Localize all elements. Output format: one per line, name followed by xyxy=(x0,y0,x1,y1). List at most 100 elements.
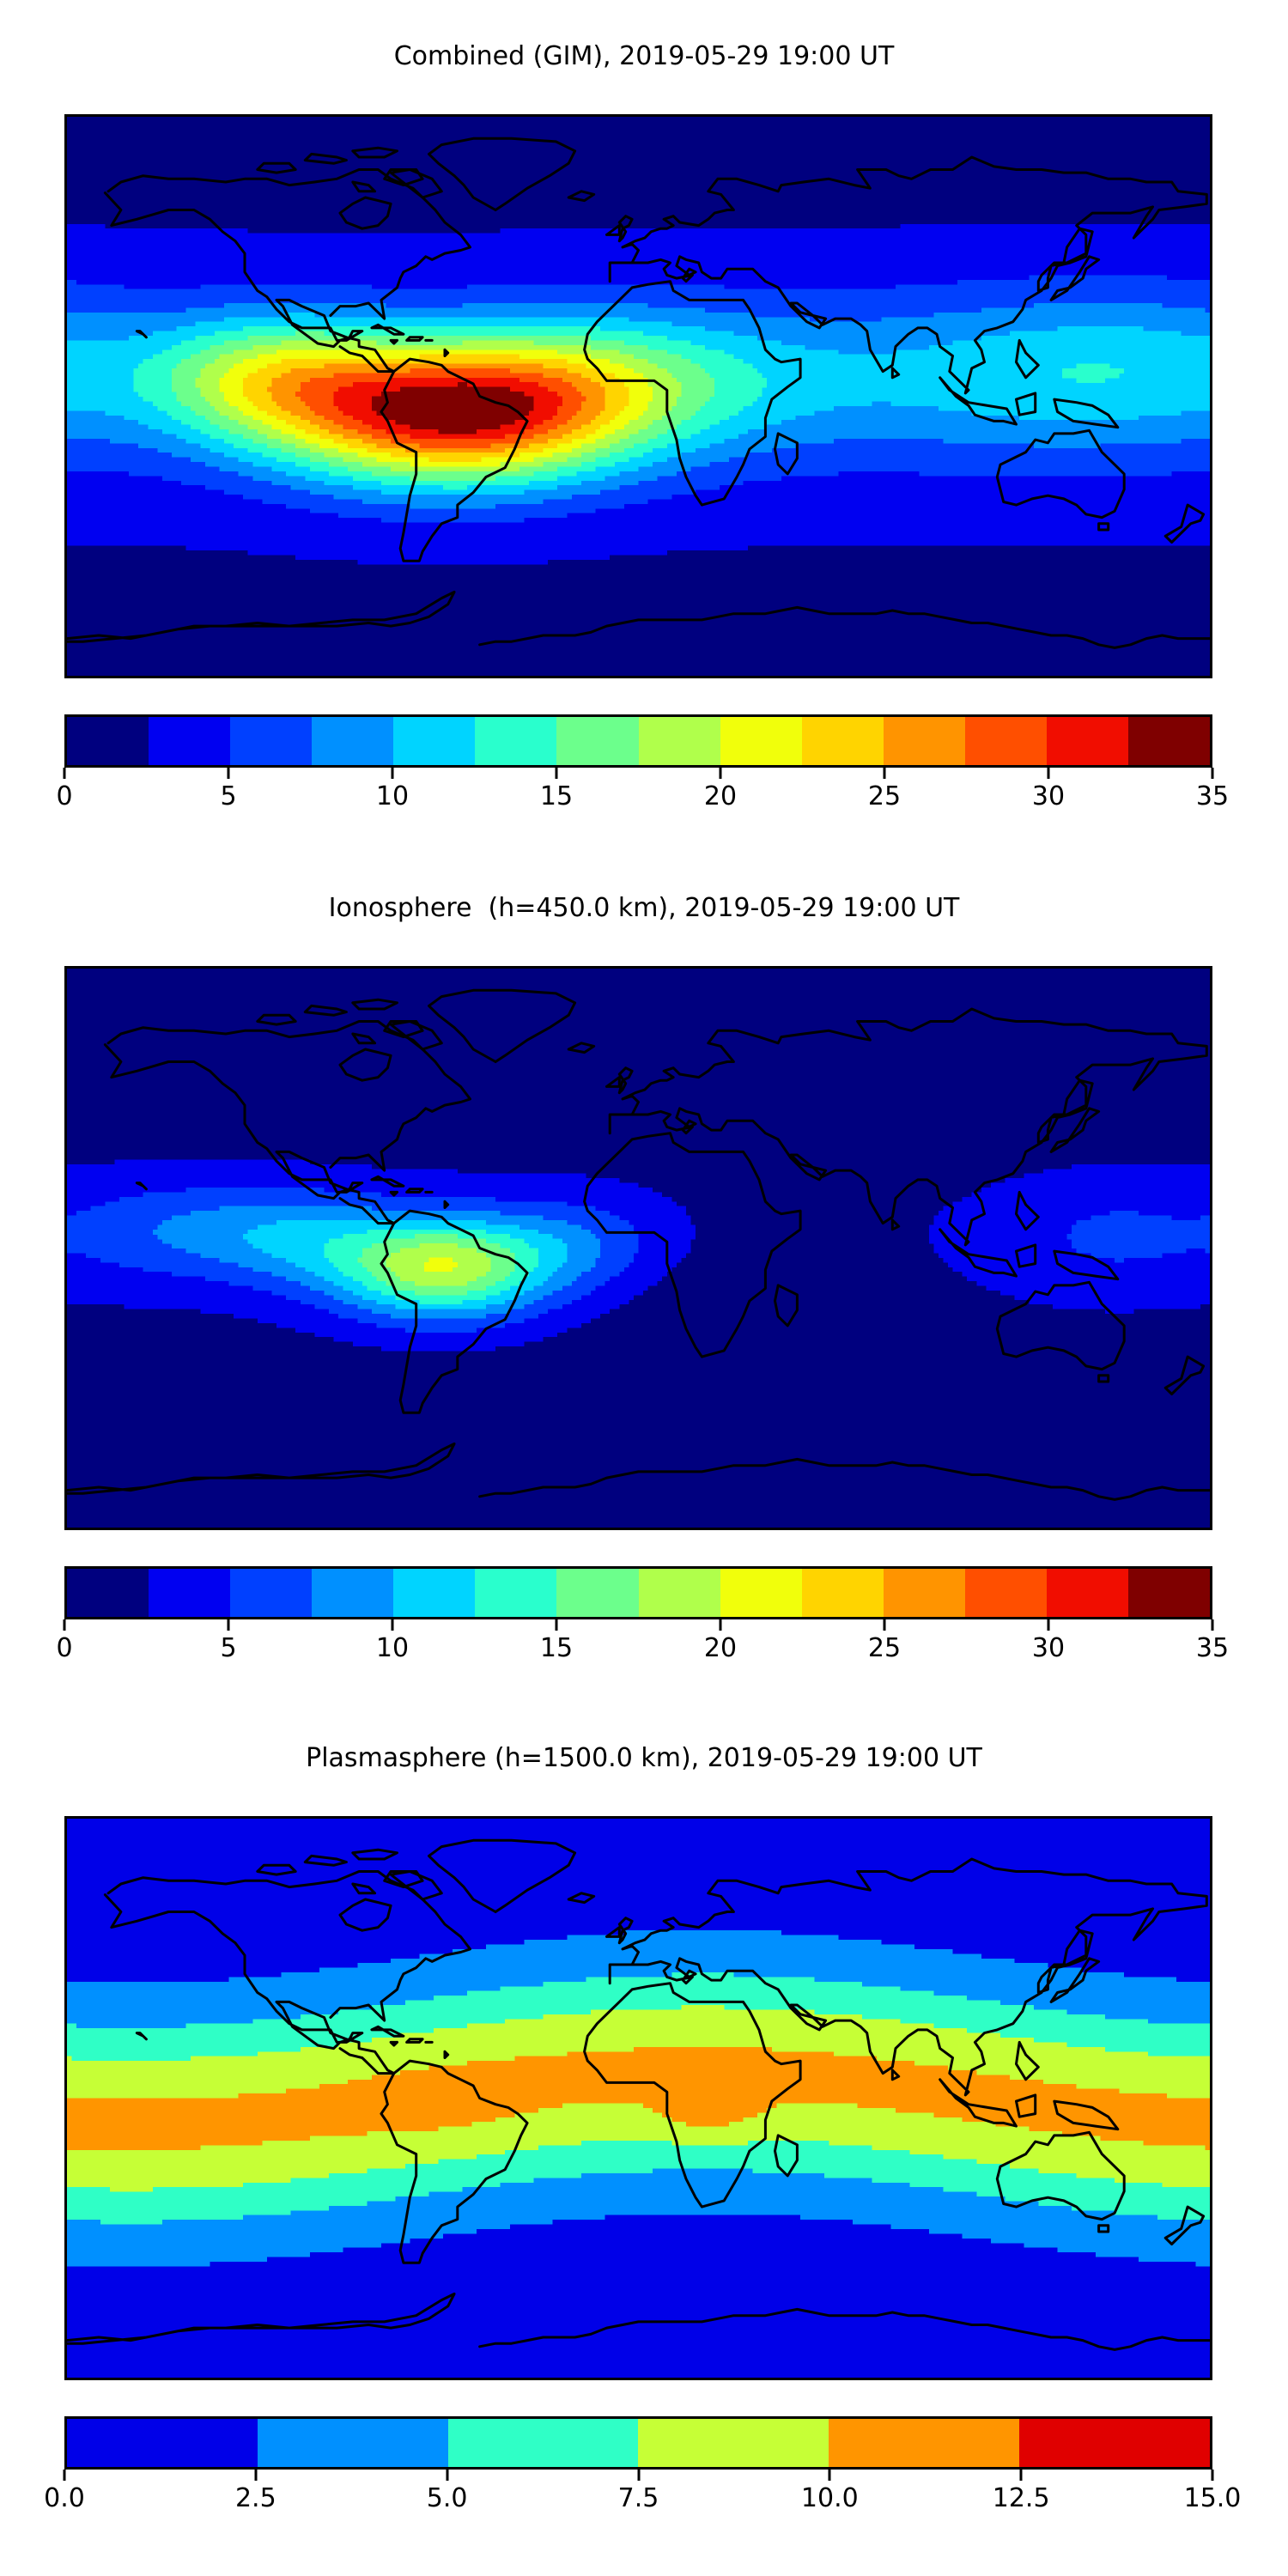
colorbar-tick-label: 30 xyxy=(1031,1633,1066,1663)
colorbar-segment xyxy=(883,717,965,765)
colorbar-tick-label: 35 xyxy=(1195,1633,1230,1663)
colorbar-tick-label: 5 xyxy=(220,1633,237,1663)
map-axes-ionosphere[interactable] xyxy=(64,966,1212,1530)
colorbar-tick-mark xyxy=(883,1619,886,1631)
colorbar-tick-mark xyxy=(828,2470,831,2481)
contour-band xyxy=(423,1257,458,1273)
colorbar-segment xyxy=(883,1569,965,1617)
map-axes-plasmasphere[interactable] xyxy=(64,1816,1212,2380)
colorbar-segment xyxy=(801,1569,884,1617)
colorbar-segment xyxy=(1128,1569,1210,1617)
colorbar-gradient-combined-gim xyxy=(64,714,1212,768)
colorbar-tick-mark xyxy=(555,1619,558,1631)
contour-map xyxy=(67,117,1210,676)
colorbar-tick-label: 20 xyxy=(703,781,738,811)
colorbar-ticks-combined-gim: 0 5 10 15 20 25 30 35 xyxy=(56,768,1229,816)
colorbar-tick-mark xyxy=(446,2470,449,2481)
colorbar-segment xyxy=(230,717,313,765)
colorbar-segment xyxy=(1019,2419,1210,2467)
colorbar-tick-label: 0 xyxy=(56,781,73,811)
colorbar-tick-label: 5 xyxy=(220,781,237,811)
colorbar-segment xyxy=(312,717,394,765)
colorbar-tick-label: 12.5 xyxy=(992,2483,1050,2513)
colorbar-segment xyxy=(149,1569,231,1617)
colorbar-segment xyxy=(447,2419,639,2467)
colorbar-tick-label: 20 xyxy=(703,1633,738,1663)
colorbar-tick-mark xyxy=(254,2470,258,2481)
colorbar-segment xyxy=(964,717,1047,765)
colorbar-tick-label: 15 xyxy=(539,781,574,811)
colorbar-tick-label: 10 xyxy=(375,781,410,811)
colorbar-tick-mark xyxy=(1211,768,1214,779)
contour-map xyxy=(67,969,1210,1528)
colorbar-ticks-plasmasphere: 0.0 2.5 5.0 7.5 10.0 12.5 15.0 xyxy=(44,2470,1241,2518)
colorbar-tick-label: 10 xyxy=(375,1633,410,1663)
colorbar-segment xyxy=(312,1569,394,1617)
colorbar-tick-label: 2.5 xyxy=(234,2483,276,2513)
colorbar-tick-label: 7.5 xyxy=(617,2483,659,2513)
colorbar-tick-mark xyxy=(63,768,66,779)
coastlines xyxy=(67,137,1210,649)
colorbar-tick-label: 30 xyxy=(1031,781,1066,811)
contour-map xyxy=(67,1819,1210,2378)
colorbar-segment xyxy=(720,1569,802,1617)
colorbar-segment xyxy=(1046,717,1129,765)
colorbar-tick-mark xyxy=(63,2470,66,2481)
colorbar-segment xyxy=(556,717,639,765)
map-axes-combined-gim[interactable] xyxy=(64,114,1212,678)
panel-ionosphere: Ionosphere (h=450.0 km), 2019-05-29 19:0… xyxy=(0,893,1288,1663)
colorbar-segment xyxy=(556,1569,639,1617)
colorbar-segment xyxy=(829,2419,1020,2467)
colorbar-ticks-ionosphere: 0 5 10 15 20 25 30 35 xyxy=(56,1619,1229,1668)
colorbar-tick-mark xyxy=(63,1619,66,1631)
colorbar-tick-mark xyxy=(227,1619,230,1631)
coastlines xyxy=(67,1838,1210,2351)
colorbar-tick-mark xyxy=(391,1619,394,1631)
colorbar-tick-mark xyxy=(555,768,558,779)
panel-combined-gim: Combined (GIM), 2019-05-29 19:00 UT 0 5 10… xyxy=(0,41,1288,811)
colorbar-tick-mark xyxy=(719,1619,722,1631)
colorbar-segment xyxy=(638,717,720,765)
colorbar-tick-mark xyxy=(1047,768,1050,779)
colorbar-segment xyxy=(720,717,802,765)
colorbar-tick-mark xyxy=(883,768,886,779)
colorbar-segment xyxy=(475,1569,557,1617)
colorbar-tick-label: 25 xyxy=(867,781,902,811)
panel-title-ionosphere: Ionosphere (h=450.0 km), 2019-05-29 19:0… xyxy=(328,893,960,923)
colorbar-segment xyxy=(67,1569,149,1617)
panel-title-combined-gim: Combined (GIM), 2019-05-29 19:00 UT xyxy=(393,41,895,71)
map-canvas-plasmasphere xyxy=(67,1819,1210,2378)
colorbar-tick-label: 15.0 xyxy=(1183,2483,1242,2513)
colorbar-tick-mark xyxy=(719,768,722,779)
colorbar-segment xyxy=(149,717,231,765)
colorbar-tick-label: 25 xyxy=(867,1633,902,1663)
colorbar-tick-label: 0.0 xyxy=(44,2483,85,2513)
colorbar-segment xyxy=(964,1569,1047,1617)
colorbar-tick-label: 5.0 xyxy=(426,2483,468,2513)
colorbar-gradient-ionosphere xyxy=(64,1566,1212,1619)
colorbar-tick-mark xyxy=(391,768,394,779)
colorbar-segment xyxy=(393,1569,476,1617)
colorbar-tick-mark xyxy=(1211,2470,1214,2481)
colorbar-segment xyxy=(257,2419,448,2467)
colorbar-tick-label: 0 xyxy=(56,1633,73,1663)
contour-band xyxy=(67,2046,1210,2150)
colorbar-segment xyxy=(475,717,557,765)
colorbar-tick-mark xyxy=(1047,1619,1050,1631)
colorbar-segment xyxy=(1046,1569,1129,1617)
colorbar-segment xyxy=(801,717,884,765)
colorbar-segment xyxy=(638,1569,720,1617)
panel-title-plasmasphere: Plasmasphere (h=1500.0 km), 2019-05-29 1… xyxy=(306,1743,982,1773)
colorbar-tick-label: 10.0 xyxy=(800,2483,859,2513)
colorbar-tick-mark xyxy=(637,2470,640,2481)
colorbar-segment xyxy=(67,717,149,765)
colorbar-segment xyxy=(393,717,476,765)
coastlines xyxy=(67,988,1210,1501)
contour-band xyxy=(371,382,534,434)
colorbar-tick-mark xyxy=(1211,1619,1214,1631)
colorbar-tick-label: 35 xyxy=(1195,781,1230,811)
colorbar-tick-mark xyxy=(227,768,230,779)
colorbar-gradient-plasmasphere xyxy=(64,2416,1212,2470)
colorbar-segment xyxy=(67,2419,258,2467)
